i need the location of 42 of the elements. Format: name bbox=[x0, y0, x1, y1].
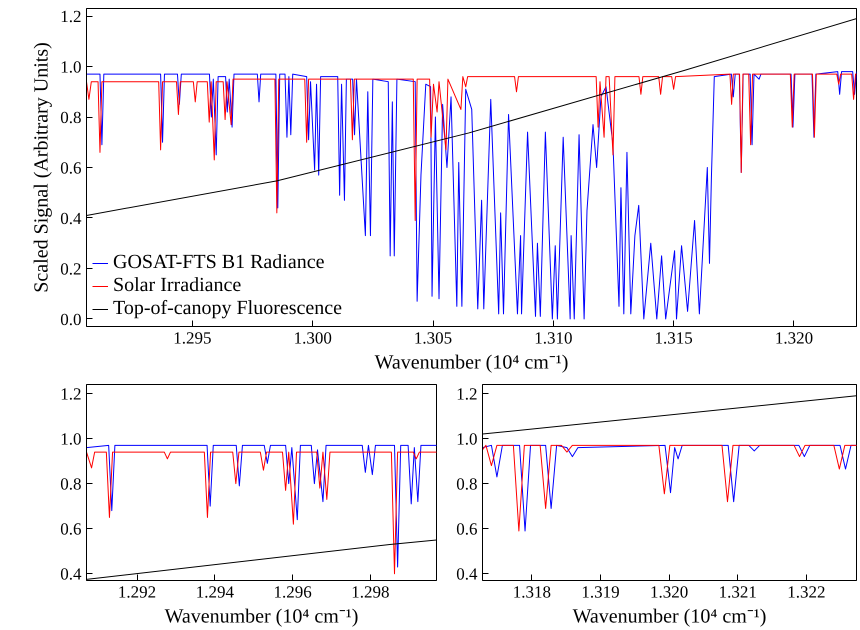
x-tick-label: 1.320 bbox=[774, 328, 814, 348]
y-tick-label: 1.2 bbox=[60, 384, 82, 404]
x-tick-label: 1.305 bbox=[414, 328, 452, 348]
y-tick-label: 0.2 bbox=[60, 259, 82, 278]
line-series bbox=[482, 444, 856, 532]
y-tick-label: 1.0 bbox=[60, 430, 82, 449]
x-tick-label: 1.310 bbox=[534, 328, 572, 348]
line-series bbox=[86, 71, 856, 320]
x-tick-label: 1.300 bbox=[294, 328, 332, 348]
y-tick-label: 1.2 bbox=[60, 7, 82, 26]
line-series bbox=[86, 74, 856, 221]
x-tick-label: 1.318 bbox=[512, 582, 552, 602]
x-tick-label: 1.292 bbox=[118, 582, 156, 602]
legend-label: Solar Irradiance bbox=[113, 274, 242, 297]
x-tick-label: 1.296 bbox=[273, 582, 312, 602]
y-tick-label: 1.0 bbox=[60, 58, 82, 77]
x-axis-title: Wavenumber (10⁴ cm⁻¹) bbox=[572, 606, 766, 628]
x-tick-label: 1.321 bbox=[718, 582, 757, 602]
x-tick-label: 1.320 bbox=[650, 582, 688, 602]
y-tick-label: 0.6 bbox=[60, 520, 82, 539]
x-tick-label: 1.315 bbox=[654, 328, 693, 348]
legend-label: GOSAT-FTS B1 Radiance bbox=[113, 251, 324, 274]
y-tick-label: 1.0 bbox=[456, 430, 478, 449]
y-tick-label: 0.6 bbox=[60, 158, 82, 178]
x-tick-label: 1.319 bbox=[581, 582, 620, 602]
y-tick-label: 0.4 bbox=[60, 208, 82, 228]
x-axis-title: Wavenumber (10⁴ cm⁻¹) bbox=[164, 606, 358, 628]
y-tick-label: 0.0 bbox=[60, 310, 82, 329]
y-tick-label: 0.8 bbox=[456, 474, 478, 494]
x-tick-label: 1.322 bbox=[787, 582, 826, 602]
y-tick-label: 0.4 bbox=[456, 564, 478, 584]
x-tick-label: 1.295 bbox=[173, 328, 212, 348]
x-axis-title: Wavenumber (10⁴ cm⁻¹) bbox=[374, 352, 568, 374]
x-tick-label: 1.298 bbox=[351, 582, 390, 602]
legend-label: Top-of-canopy Fluorescence bbox=[113, 297, 342, 320]
y-tick-label: 0.8 bbox=[60, 474, 82, 494]
y-tick-label: 0.6 bbox=[456, 520, 478, 539]
y-tick-label: 1.2 bbox=[456, 384, 478, 404]
x-tick-label: 1.294 bbox=[196, 582, 234, 602]
y-axis-title: Scaled Signal (Arbitrary Units) bbox=[30, 42, 52, 293]
y-tick-label: 0.4 bbox=[60, 564, 82, 584]
y-tick-label: 0.8 bbox=[60, 108, 82, 128]
